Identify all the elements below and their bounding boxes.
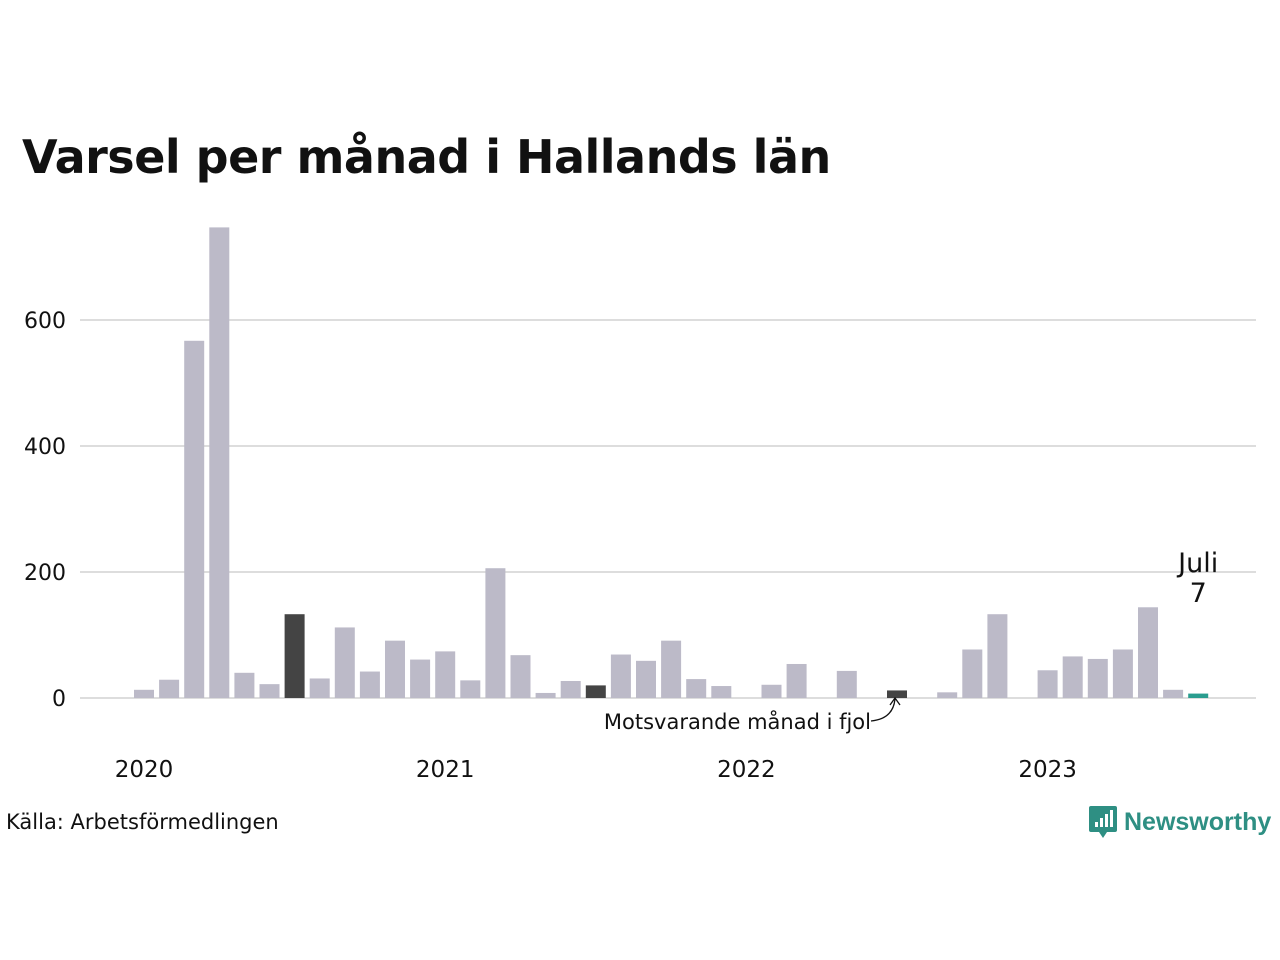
latest-value-label: 7 — [1190, 578, 1207, 609]
newsworthy-logo: Newsworthy — [1088, 804, 1271, 840]
bar-2023-03 — [1087, 658, 1108, 698]
chart-title: Varsel per månad i Hallands län — [22, 130, 831, 184]
bar-2022-09 — [937, 692, 958, 698]
annotation-arrowhead — [889, 696, 901, 706]
bar-2021-12 — [711, 686, 732, 698]
bar-2021-07 — [585, 685, 606, 698]
bar-2022-02 — [761, 684, 782, 698]
bar-2020-01 — [134, 689, 154, 698]
latest-month-label: Juli — [1176, 548, 1218, 579]
x-tick-label: 2021 — [416, 757, 475, 783]
bar-2023-02 — [1062, 656, 1083, 698]
bar-2020-05 — [234, 672, 255, 698]
bar-2023-01 — [1037, 670, 1058, 698]
bar-2021-05 — [535, 692, 556, 698]
bar-2020-08 — [309, 678, 330, 698]
bar-2020-04 — [209, 227, 230, 698]
bar-2020-11 — [385, 640, 405, 698]
x-tick-label: 2023 — [1018, 757, 1077, 783]
newsworthy-icon — [1089, 806, 1117, 838]
bar-2020-07 — [284, 614, 305, 698]
bar-2023-04 — [1112, 649, 1133, 698]
same-month-annotation: Motsvarande månad i fjol — [604, 709, 871, 734]
bar-2020-02 — [159, 679, 180, 698]
bar-2022-05 — [836, 670, 857, 698]
x-tick-label: 2020 — [115, 757, 174, 783]
bar-2023-05 — [1138, 607, 1158, 698]
y-tick-label: 0 — [52, 687, 66, 712]
bar-2020-09 — [334, 627, 355, 698]
bar-2021-02 — [460, 680, 481, 698]
bar-2021-03 — [485, 568, 506, 698]
annotation-arrow — [870, 698, 896, 722]
bar-2021-08 — [610, 654, 631, 698]
bar-2020-06 — [259, 684, 280, 698]
bar-2020-12 — [410, 659, 431, 698]
bar-2020-03 — [184, 340, 205, 698]
bar-2023-06 — [1163, 689, 1184, 698]
bar-2021-06 — [560, 680, 581, 698]
y-tick-label: 400 — [24, 435, 66, 460]
bar-2023-07 — [1188, 693, 1209, 698]
y-tick-label: 200 — [24, 561, 66, 586]
bar-2021-10 — [661, 640, 682, 698]
bar-2021-09 — [636, 660, 656, 698]
bar-2022-07 — [887, 690, 907, 698]
y-tick-label: 600 — [24, 309, 66, 334]
source-note: Källa: Arbetsförmedlingen — [6, 810, 279, 834]
bar-2021-01 — [435, 651, 456, 698]
bar-2022-10 — [962, 649, 983, 698]
bar-2020-10 — [359, 671, 380, 698]
bar-2022-11 — [987, 614, 1008, 698]
brand-name: Newsworthy — [1124, 807, 1272, 836]
x-tick-label: 2022 — [717, 757, 776, 783]
bar-2021-04 — [510, 655, 531, 698]
bar-2022-03 — [786, 663, 807, 698]
bar-2021-11 — [686, 679, 707, 698]
